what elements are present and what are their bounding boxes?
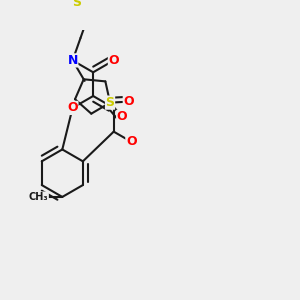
Text: N: N <box>68 54 78 67</box>
Text: S: S <box>72 0 81 9</box>
Text: O: O <box>126 135 136 148</box>
Text: CH₃: CH₃ <box>29 192 48 202</box>
Text: O: O <box>123 95 134 108</box>
Text: O: O <box>117 110 127 123</box>
Text: O: O <box>67 101 78 114</box>
Text: O: O <box>108 54 119 67</box>
Text: S: S <box>106 96 115 109</box>
